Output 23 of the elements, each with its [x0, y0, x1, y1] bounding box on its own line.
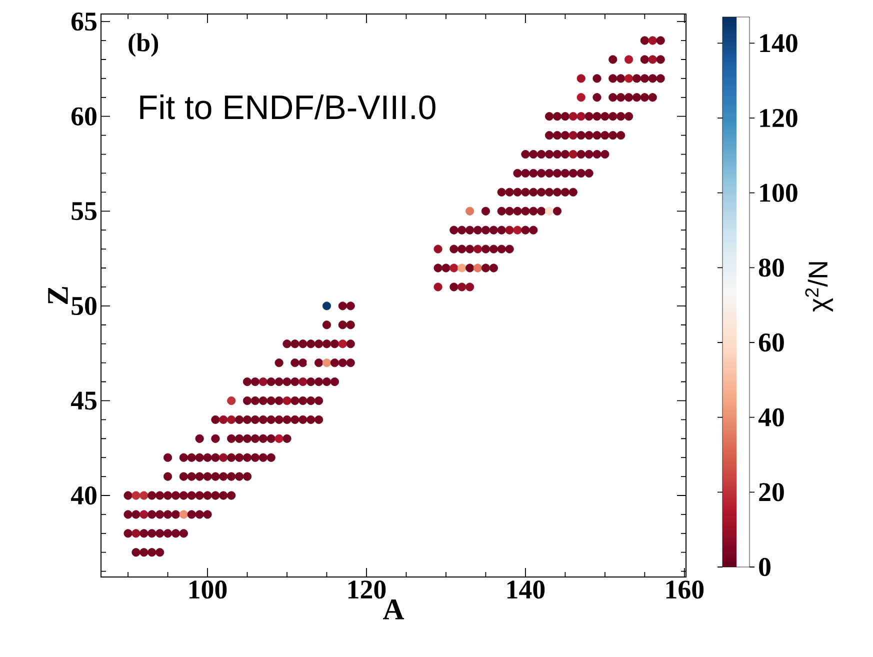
x-tick-label: 100: [189, 580, 227, 599]
y-tick-label: 45: [70, 392, 96, 410]
x-tick-label: 160: [666, 580, 704, 599]
color-bar-title: χ$^{2}$/N: [805, 262, 833, 312]
color-bar-label: 100: [760, 184, 798, 202]
y-axis-title: Z: [48, 287, 68, 304]
color-bar-label: 40: [758, 408, 784, 426]
y-tick-label: 50: [72, 296, 96, 316]
y-tick-label: 55: [72, 202, 96, 220]
y-tick-label: 40: [70, 486, 96, 505]
y-tick-label: 65: [72, 12, 96, 31]
x-axis-title: A: [383, 600, 404, 620]
x-tick-label: 120: [348, 580, 386, 599]
y-tick-label: 60: [72, 107, 96, 126]
color-bar-label: 140: [760, 34, 798, 52]
color-bar-label: 0: [759, 558, 770, 576]
x-tick-label: 140: [507, 580, 545, 599]
color-bar-label: 20: [759, 483, 784, 502]
color-bar-label: 120: [760, 108, 798, 128]
annotation: Fit to ENDF/B-VIII.0: [140, 94, 436, 120]
annotation: (b): [128, 33, 158, 57]
color-bar-label: 80: [758, 258, 784, 277]
color-bar-label: 60: [758, 333, 784, 352]
